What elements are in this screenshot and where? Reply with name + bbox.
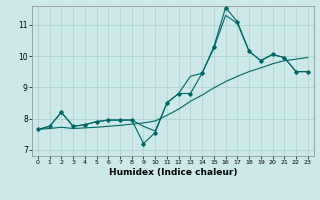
X-axis label: Humidex (Indice chaleur): Humidex (Indice chaleur) — [108, 168, 237, 177]
